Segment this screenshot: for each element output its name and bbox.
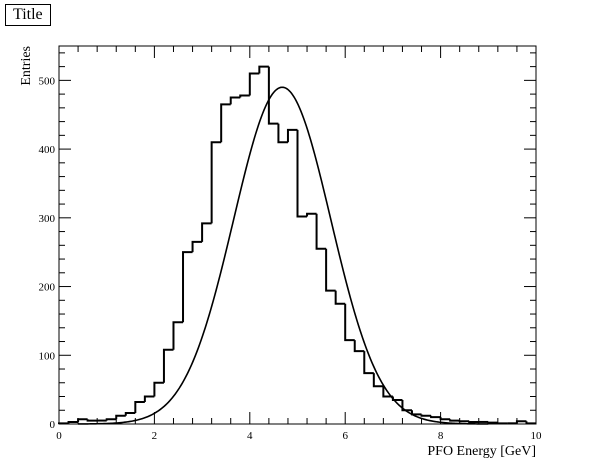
y-tick-label: 500	[39, 75, 56, 87]
histogram-bin	[182, 251, 193, 323]
histogram-bin	[201, 222, 212, 242]
histogram-bin	[353, 340, 365, 353]
histogram-bin	[420, 414, 432, 417]
histogram-bin	[525, 421, 536, 425]
histogram-bin	[124, 412, 136, 416]
histogram-bin	[277, 123, 288, 144]
y-tick-label: 300	[39, 213, 56, 225]
histogram-bin	[248, 72, 260, 96]
histogram-bin	[449, 419, 460, 422]
histogram-bin	[77, 418, 88, 422]
histogram-bin	[439, 417, 451, 421]
histogram-bin	[172, 321, 184, 350]
histogram-bin	[267, 66, 279, 125]
y-axis-title: Entries	[19, 46, 34, 86]
histogram-bin	[296, 129, 308, 218]
histogram-bin	[515, 420, 527, 424]
x-tick-label: 6	[342, 430, 348, 442]
histogram-bin	[115, 414, 126, 420]
plot-frame	[58, 45, 537, 425]
x-axis-title: PFO Energy [GeV]	[427, 444, 536, 459]
histogram-bin	[58, 422, 69, 425]
histogram-bin	[401, 399, 412, 412]
histogram-bin	[67, 420, 79, 424]
histogram-bin	[487, 421, 498, 424]
gaussian-fit-curve	[78, 86, 489, 425]
histogram-bin	[410, 410, 422, 416]
histogram-bin	[229, 96, 241, 105]
histogram-bin	[143, 395, 155, 403]
x-tick-label: 0	[56, 430, 62, 442]
histogram-bin	[286, 128, 298, 143]
histogram-bin	[258, 65, 269, 74]
histogram-bin	[344, 303, 355, 342]
y-tick-label: 100	[39, 350, 56, 362]
histogram-bin	[430, 415, 441, 419]
histogram-bin	[496, 422, 508, 425]
histogram-bin	[191, 240, 203, 253]
histogram-bin	[306, 212, 317, 217]
histogram-bin	[363, 351, 374, 375]
x-tick-label: 8	[438, 430, 444, 442]
histogram-bin	[239, 94, 250, 98]
chart-title: Title	[5, 4, 51, 26]
histogram-bin	[134, 401, 145, 414]
histogram-bin	[325, 248, 336, 292]
histogram-bin	[153, 381, 164, 397]
x-tick-label: 10	[531, 430, 543, 442]
histogram-bin	[105, 418, 117, 421]
y-tick-label: 0	[50, 419, 56, 431]
histogram-bin	[334, 290, 346, 305]
histogram-bin	[382, 386, 393, 398]
x-tick-label: 4	[247, 430, 253, 442]
histogram-bin	[372, 373, 384, 388]
histogram-bin	[220, 103, 231, 143]
histogram-bin	[210, 141, 222, 224]
histogram-bin	[86, 419, 98, 422]
histogram-bin	[468, 420, 479, 423]
x-tick-label: 2	[152, 430, 158, 442]
histogram-bin	[315, 213, 327, 250]
y-tick-label: 200	[39, 282, 56, 294]
histogram-bin	[162, 348, 174, 383]
y-tick-label: 400	[39, 144, 56, 156]
histogram-bin	[458, 420, 470, 423]
